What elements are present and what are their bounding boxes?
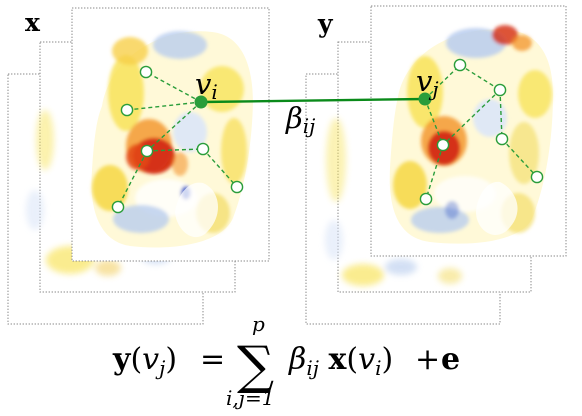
x-dashed-edge-4 — [117, 150, 148, 208]
vj-selected-node-icon — [418, 92, 432, 106]
equation-plus: + — [415, 342, 440, 377]
x-graph-node-icon-3 — [140, 144, 154, 158]
summation-symbol: ∑ — [237, 336, 274, 396]
x-graph-node-icon-2 — [120, 103, 134, 117]
equation-lhs: y(vj) — [112, 342, 177, 380]
y-slice-stack: y — [305, 5, 567, 325]
vj-label: vj — [416, 64, 439, 101]
y-graph-node-icon-6 — [419, 192, 433, 206]
vj-label-base: v — [416, 64, 433, 98]
vi-label-subscript: i — [211, 80, 217, 104]
equation-rhs: βij x(vi) — [288, 342, 393, 380]
x-panel-label: x — [25, 8, 41, 37]
y-dashed-edge-7 — [442, 89, 501, 146]
y-dashed-edge-5 — [501, 138, 538, 178]
y-brain-texture — [393, 25, 552, 233]
equation-x-close: ) — [381, 342, 393, 377]
equation-lhs-open: ( — [130, 342, 142, 377]
y-dashed-edge-4 — [499, 89, 503, 140]
x-dashed-edge-6 — [202, 148, 238, 188]
vi-selected-node-icon — [194, 95, 208, 109]
node-labels: vi vj βij — [195, 64, 439, 138]
x-graph-node-icon-6 — [230, 180, 244, 194]
y-graph-node-icon-5 — [530, 170, 544, 184]
x-graph-node-icon-4 — [111, 200, 125, 214]
beta-label-base: β — [285, 101, 303, 135]
x-brain-inner-white-region — [175, 182, 218, 238]
x-graph-node-icon-1 — [139, 65, 153, 79]
equation-x-open: ( — [346, 342, 358, 377]
equation-bold-x: x — [329, 342, 348, 377]
vi-label-base: v — [195, 67, 212, 101]
equation-lhs-subscript: j — [155, 356, 165, 380]
equation-spacer — [319, 342, 329, 377]
y-dashed-edge-6 — [425, 144, 444, 200]
beta-connection-line — [200, 97, 426, 104]
equation-x-subscript: i — [375, 356, 381, 380]
equation-error-term: e — [441, 342, 460, 377]
vj-label-subscript: j — [428, 77, 438, 101]
equation-lhs-close: ) — [165, 342, 177, 377]
x-dashed-edge-2 — [126, 101, 202, 111]
equation-x-v: v — [358, 342, 375, 377]
y-front-brain-map — [389, 25, 553, 244]
y-node-graph — [419, 58, 544, 206]
y-dashed-edge-1 — [424, 64, 461, 100]
y-brain-inner-white-region — [476, 181, 518, 235]
x-dashed-edge-3 — [146, 101, 202, 152]
sum-upper-limit: p — [252, 312, 265, 336]
x-slice-stack: x — [7, 7, 270, 325]
x-dashed-edge-1 — [145, 71, 202, 103]
beta-label: βij — [285, 101, 315, 138]
y-graph-node-icon-3 — [436, 138, 450, 152]
beta-label-subscript: ij — [303, 114, 316, 138]
x-node-graph — [111, 65, 244, 214]
y-dashed-edge-2 — [424, 98, 444, 146]
x-graph-node-icon-5 — [196, 142, 210, 156]
y-graph-node-icon-1 — [453, 58, 467, 72]
y-back-slice-2-texture — [325, 118, 462, 286]
connectivity-link — [194, 92, 432, 109]
y-panel-label: y — [317, 9, 334, 38]
equation-beta-subscript: ij — [306, 356, 319, 380]
equation-lhs-v: v — [142, 342, 159, 377]
vi-label: vi — [195, 67, 218, 104]
equation-lhs-bold-y: y — [112, 342, 132, 377]
equation-equals: = — [200, 342, 225, 377]
y-dashed-edge-3 — [459, 64, 501, 91]
y-graph-node-icon-4 — [495, 132, 509, 146]
x-dashed-edge-5 — [146, 148, 204, 152]
x-front-brain-map — [91, 31, 253, 248]
regression-equation: y(vj) = p ∑ i,j=1 βij x(vi) + e — [112, 312, 460, 410]
equation-beta: β — [288, 342, 306, 377]
y-graph-node-icon-2 — [493, 83, 507, 97]
sum-lower-limit: i,j=1 — [226, 386, 274, 410]
